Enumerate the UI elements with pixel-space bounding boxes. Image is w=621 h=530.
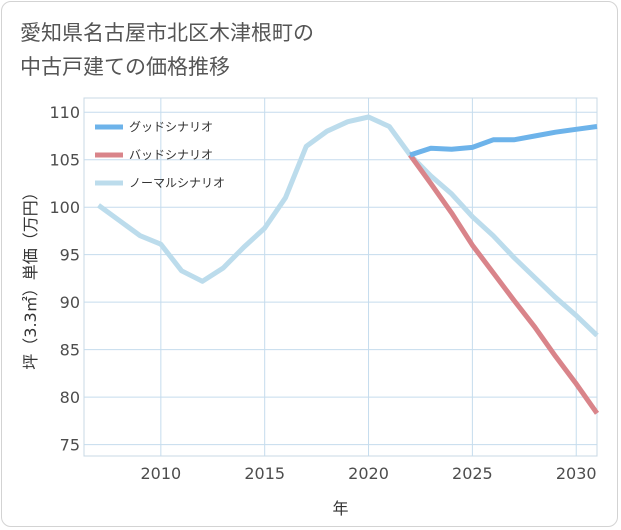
y-tick-label: 110 bbox=[49, 103, 80, 122]
plot-frame bbox=[83, 97, 598, 457]
y-tick-label: 100 bbox=[49, 198, 80, 217]
y-tick-label: 80 bbox=[60, 388, 80, 407]
x-tick-label: 2020 bbox=[348, 464, 389, 483]
series-line-1 bbox=[409, 124, 598, 158]
series-lines bbox=[97, 114, 600, 415]
legend-label: バッドシナリオ bbox=[129, 148, 213, 162]
series-line-3 bbox=[97, 114, 599, 338]
chart-title-line-2: 中古戸建ての価格推移 bbox=[20, 55, 230, 79]
y-axis-title: 坪（3.3㎡）単価（万円） bbox=[21, 184, 40, 369]
y-tick-label: 75 bbox=[60, 436, 80, 455]
x-tick-label: 2025 bbox=[452, 464, 493, 483]
x-tick-label: 2010 bbox=[140, 464, 181, 483]
y-tick-label: 95 bbox=[60, 246, 80, 265]
x-axis-title: 年 bbox=[332, 499, 348, 518]
legend-label: ノーマルシナリオ bbox=[129, 176, 225, 190]
y-tick-label: 90 bbox=[60, 293, 80, 312]
tick-labels: 75 80 85 90 95 100 105 110 2010 2015 2020 2025 2030 bbox=[49, 103, 596, 483]
x-tick-label: 2015 bbox=[244, 464, 285, 483]
y-tick-label: 105 bbox=[49, 151, 80, 170]
chart-title: 愛知県名古屋市北区木津根町の 中古戸建ての価格推移 bbox=[20, 16, 314, 84]
legend-label: グッドシナリオ bbox=[129, 120, 213, 134]
y-tick-label: 85 bbox=[60, 341, 80, 360]
series-line-2 bbox=[408, 153, 600, 415]
chart-title-line-1: 愛知県名古屋市北区木津根町の bbox=[20, 21, 314, 45]
grid bbox=[83, 97, 598, 457]
x-tick-label: 2030 bbox=[556, 464, 597, 483]
